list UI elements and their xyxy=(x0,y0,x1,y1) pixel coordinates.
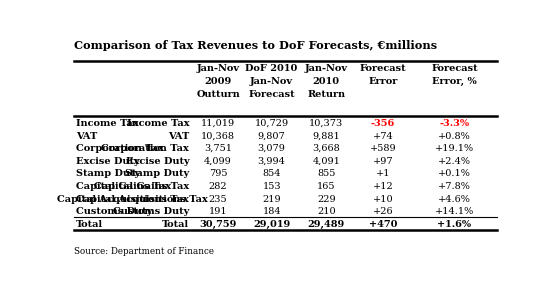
Text: +14.1%: +14.1% xyxy=(435,208,474,216)
Text: 184: 184 xyxy=(262,208,281,216)
Text: 9,807: 9,807 xyxy=(258,131,285,141)
Text: Excise Duty: Excise Duty xyxy=(126,157,189,166)
Text: Forecast: Forecast xyxy=(248,90,295,99)
Text: 210: 210 xyxy=(317,208,336,216)
Text: 29,489: 29,489 xyxy=(307,220,345,229)
Text: 3,668: 3,668 xyxy=(312,144,340,153)
Text: 3,079: 3,079 xyxy=(258,144,285,153)
Text: 165: 165 xyxy=(317,182,336,191)
Text: +74: +74 xyxy=(373,131,393,141)
Text: Forecast: Forecast xyxy=(360,64,406,73)
Text: +0.1%: +0.1% xyxy=(438,169,471,179)
Text: 153: 153 xyxy=(262,182,281,191)
Text: Comparison of Tax Revenues to DoF Forecasts, €millions: Comparison of Tax Revenues to DoF Foreca… xyxy=(74,40,437,51)
Text: 235: 235 xyxy=(208,195,227,204)
Text: 4,099: 4,099 xyxy=(204,157,232,166)
Text: Jan-Nov: Jan-Nov xyxy=(250,77,293,86)
Text: VAT: VAT xyxy=(76,131,97,141)
Text: Customs Duty: Customs Duty xyxy=(76,208,152,216)
Text: 229: 229 xyxy=(317,195,336,204)
Text: 4,091: 4,091 xyxy=(312,157,340,166)
Text: +10: +10 xyxy=(373,195,393,204)
Text: Corporation Tax: Corporation Tax xyxy=(101,144,189,153)
Text: 795: 795 xyxy=(209,169,227,179)
Text: Error: Error xyxy=(368,77,398,86)
Text: -3.3%: -3.3% xyxy=(439,119,469,128)
Text: Capital Gains Tax: Capital Gains Tax xyxy=(94,182,189,191)
Text: +12: +12 xyxy=(373,182,393,191)
Text: Outturn: Outturn xyxy=(196,90,240,99)
Text: +26: +26 xyxy=(373,208,393,216)
Text: Error, %: Error, % xyxy=(432,77,477,86)
Text: DoF 2010: DoF 2010 xyxy=(246,64,298,73)
Text: Stamp Duty: Stamp Duty xyxy=(76,169,140,179)
Text: Excise Duty: Excise Duty xyxy=(76,157,139,166)
Text: Capital Acquisitions Tax: Capital Acquisitions Tax xyxy=(76,195,208,204)
Text: Customs Duty: Customs Duty xyxy=(113,208,189,216)
Text: +4.6%: +4.6% xyxy=(438,195,471,204)
Text: Source: Department of Finance: Source: Department of Finance xyxy=(74,247,214,256)
Text: 10,373: 10,373 xyxy=(309,119,343,128)
Text: 2010: 2010 xyxy=(312,77,340,86)
Text: +0.8%: +0.8% xyxy=(438,131,471,141)
Text: 854: 854 xyxy=(262,169,281,179)
Text: Stamp Duty: Stamp Duty xyxy=(125,169,189,179)
Text: Jan-Nov: Jan-Nov xyxy=(196,64,239,73)
Text: 30,759: 30,759 xyxy=(200,220,237,229)
Text: 10,368: 10,368 xyxy=(201,131,235,141)
Text: Capital Gains Tax: Capital Gains Tax xyxy=(76,182,171,191)
Text: Total: Total xyxy=(162,220,189,229)
Text: 2009: 2009 xyxy=(205,77,232,86)
Text: +1.6%: +1.6% xyxy=(437,220,472,229)
Text: +97: +97 xyxy=(373,157,393,166)
Text: Income Tax: Income Tax xyxy=(76,119,139,128)
Text: Return: Return xyxy=(307,90,345,99)
Text: 191: 191 xyxy=(208,208,227,216)
Text: 9,881: 9,881 xyxy=(312,131,340,141)
Text: +1: +1 xyxy=(376,169,390,179)
Text: Jan-Nov: Jan-Nov xyxy=(305,64,348,73)
Text: 11,019: 11,019 xyxy=(201,119,235,128)
Text: Forecast: Forecast xyxy=(431,64,478,73)
Text: +7.8%: +7.8% xyxy=(438,182,471,191)
Text: 855: 855 xyxy=(317,169,336,179)
Text: Total: Total xyxy=(76,220,103,229)
Text: VAT: VAT xyxy=(168,131,189,141)
Text: +470: +470 xyxy=(369,220,397,229)
Text: 3,751: 3,751 xyxy=(204,144,232,153)
Text: Income Tax: Income Tax xyxy=(127,119,189,128)
Text: +2.4%: +2.4% xyxy=(438,157,471,166)
Text: +589: +589 xyxy=(370,144,397,153)
Text: +19.1%: +19.1% xyxy=(435,144,474,153)
Text: 3,994: 3,994 xyxy=(258,157,285,166)
Text: 10,729: 10,729 xyxy=(254,119,289,128)
Text: 29,019: 29,019 xyxy=(253,220,290,229)
Text: 282: 282 xyxy=(208,182,227,191)
Text: -356: -356 xyxy=(371,119,395,128)
Text: Corporation Tax: Corporation Tax xyxy=(76,144,164,153)
Text: Capital Acquisitions Tax: Capital Acquisitions Tax xyxy=(58,195,189,204)
Text: 219: 219 xyxy=(262,195,281,204)
